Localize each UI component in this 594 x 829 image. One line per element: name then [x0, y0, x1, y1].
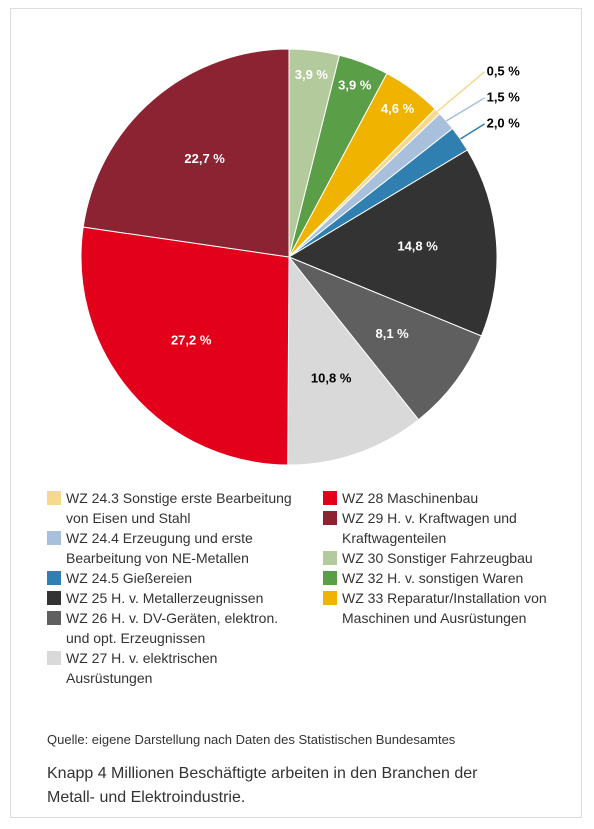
data-label: 4,6 % [381, 101, 415, 116]
legend-label: WZ 24.3 Sonstige erste Bearbeitung von E… [66, 490, 292, 526]
leader-line [436, 71, 486, 112]
legend-swatch [323, 591, 337, 605]
leader-line [445, 97, 485, 122]
legend-label: WZ 29 H. v. Kraftwagen und Kraftwagentei… [342, 510, 517, 546]
legend-label: WZ 25 H. v. Metallerzeugnissen [66, 590, 264, 606]
legend-swatch [323, 511, 337, 525]
legend-item: WZ 27 H. v. elektrischen Ausrüstungen [47, 648, 297, 688]
caption: Knapp 4 Millionen Beschäftigte arbeiten … [47, 765, 478, 806]
legend-item: WZ 32 H. v. sonstigen Waren [323, 568, 573, 588]
pie-slice [288, 72, 436, 258]
legend-item: WZ 24.5 Gießereien [47, 568, 297, 588]
legend-label: WZ 24.5 Gießereien [66, 570, 193, 586]
pie-slice [287, 255, 420, 466]
data-label: 3,9 % [338, 78, 372, 93]
chart: 0,5 % 1,5 % 2,0 % 14,8 % 8,1 % 10,8 % 27,2 % 22… [80, 48, 521, 466]
data-label: 27,2 % [171, 332, 212, 347]
frame [10, 8, 582, 818]
legend-item: WZ 25 H. v. Metallerzeugnissen [47, 588, 297, 608]
legend: WZ 24.3 Sonstige erste Bearbeitung von E… [47, 488, 297, 688]
legend-item: WZ 30 Sonstiger Fahrzeugbau [323, 548, 573, 568]
data-label: 14,8 % [397, 239, 438, 254]
legend-swatch [323, 551, 337, 565]
pie-slice [287, 255, 483, 421]
data-label: 1,5 % [487, 89, 521, 104]
legend-item: WZ 33 Reparatur/Installation von Maschin… [323, 588, 573, 628]
legend-item: WZ 29 H. v. Kraftwagen und Kraftwagentei… [323, 508, 573, 548]
legend-swatch [323, 491, 337, 505]
legend: WZ 28 Maschinenbau WZ 29 H. v. Kraftwagen… [323, 488, 573, 628]
legend-label: WZ 27 H. v. elektrischen Ausrüstungen [66, 650, 218, 686]
pie-slice [80, 226, 290, 466]
data-label: 2,0 % [487, 115, 521, 130]
legend-label: WZ 32 H. v. sonstigen Waren [342, 570, 524, 586]
legend-swatch [47, 531, 61, 545]
data-label: 10,8 % [311, 370, 352, 385]
legend-swatch [47, 591, 61, 605]
legend-label: WZ 30 Sonstiger Fahrzeugbau [342, 550, 533, 566]
legend-item: WZ 28 Maschinenbau [323, 488, 573, 508]
legend-swatch [323, 571, 337, 585]
source: Quelle: eigene Darstellung nach Daten de… [47, 732, 456, 747]
legend-item: WZ 26 H. v. DV-Geräten, elektron. und op… [47, 608, 297, 648]
pie-slice [287, 149, 498, 337]
legend-label: WZ 24.4 Erzeugung und erste Bearbeitung … [66, 530, 253, 566]
data-label: 22,7 % [184, 151, 225, 166]
legend-swatch [47, 571, 61, 585]
legend-label: WZ 26 H. v. DV-Geräten, elektron. und op… [66, 610, 279, 646]
legend-item: WZ 24.4 Erzeugung und erste Bearbeitung … [47, 528, 297, 568]
legend-swatch [47, 611, 61, 625]
pie-slice [82, 48, 290, 258]
leader-line [459, 123, 485, 140]
legend-item: WZ 24.3 Sonstige erste Bearbeitung von E… [47, 488, 297, 528]
data-label: 8,1 % [376, 326, 410, 341]
data-label: 0,5 % [487, 63, 521, 78]
legend-label: WZ 28 Maschinenbau [342, 490, 479, 506]
legend-swatch [47, 651, 61, 665]
legend-swatch [47, 491, 61, 505]
data-label: 3,9 % [295, 67, 329, 82]
legend-label: WZ 33 Reparatur/Installation von Maschin… [342, 590, 547, 626]
